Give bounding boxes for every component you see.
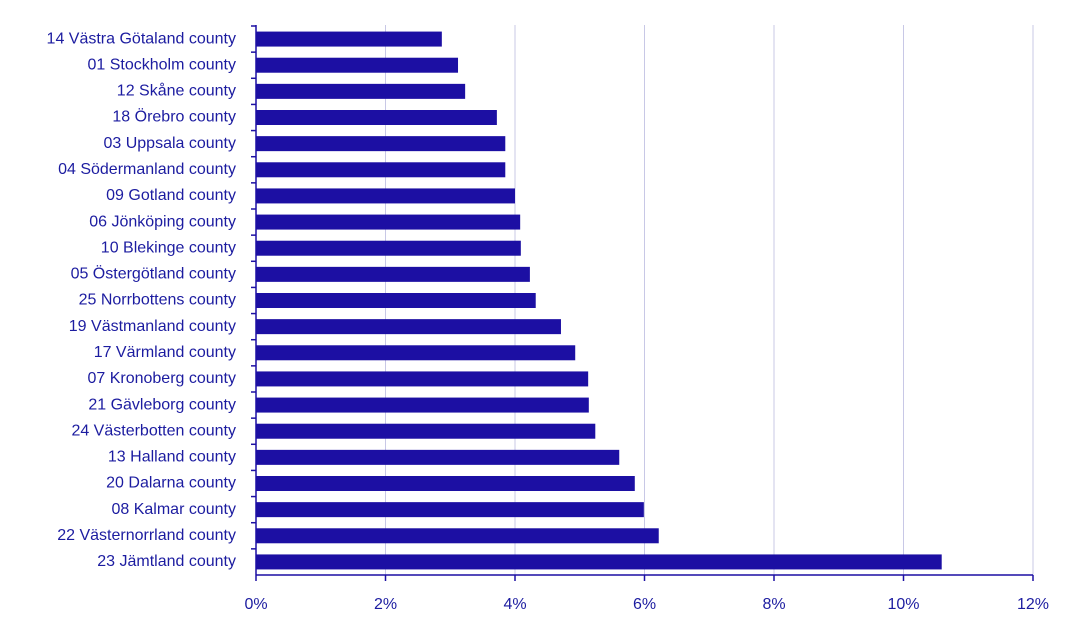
x-tick-label: 10% (887, 596, 919, 613)
bar (256, 293, 536, 308)
y-tick-label: 08 Kalmar county (111, 501, 236, 518)
bar (256, 554, 942, 570)
bar (256, 345, 576, 361)
bar (256, 31, 442, 47)
y-tick-label: 01 Stockholm county (87, 56, 236, 73)
bar (256, 162, 506, 178)
y-tick-label: 17 Värmland county (94, 344, 236, 361)
y-tick-label: 24 Västerbotten county (71, 422, 236, 439)
bar (256, 57, 459, 73)
bar (256, 449, 620, 465)
bar (256, 319, 561, 335)
y-tick-label: 22 Västernorrland county (57, 527, 236, 544)
bar (256, 83, 466, 99)
y-tick-label: 13 Halland county (108, 449, 236, 466)
x-tick-label: 2% (374, 596, 397, 613)
bar (256, 476, 635, 491)
bar (256, 188, 515, 204)
bar (256, 502, 644, 518)
y-tick-label: 06 Jönköping county (89, 213, 236, 230)
x-tick-label: 6% (633, 596, 656, 613)
x-tick-label: 12% (1017, 596, 1049, 613)
y-tick-label: 10 Blekinge county (101, 239, 236, 256)
bar (256, 136, 506, 152)
bar (256, 214, 521, 230)
y-tick-label: 18 Örebro county (112, 108, 236, 126)
y-tick-label: 05 Östergötland county (71, 265, 236, 283)
bar (256, 528, 659, 544)
y-tick-label: 20 Dalarna county (106, 475, 236, 492)
bar (256, 397, 589, 413)
x-tick-label: 0% (244, 596, 267, 613)
y-tick-label: 12 Skåne county (117, 82, 236, 100)
y-tick-label: 21 Gävleborg county (88, 396, 236, 413)
bar (256, 266, 530, 282)
y-tick-label: 03 Uppsala county (103, 135, 236, 152)
y-tick-label: 04 Södermanland county (58, 161, 236, 178)
y-tick-label: 14 Västra Götaland county (47, 30, 236, 47)
x-tick-label: 4% (503, 596, 526, 613)
y-tick-label: 23 Jämtland county (97, 553, 236, 570)
y-tick-label: 07 Kronoberg county (87, 370, 236, 387)
bar (256, 371, 589, 387)
y-tick-label: 25 Norrbottens county (79, 292, 236, 309)
x-tick-label: 8% (762, 596, 785, 613)
bar (256, 423, 596, 439)
bar (256, 110, 497, 125)
y-tick-label: 09 Gotland county (106, 187, 236, 204)
bar (256, 240, 521, 256)
y-tick-label: 19 Västmanland county (69, 318, 236, 335)
